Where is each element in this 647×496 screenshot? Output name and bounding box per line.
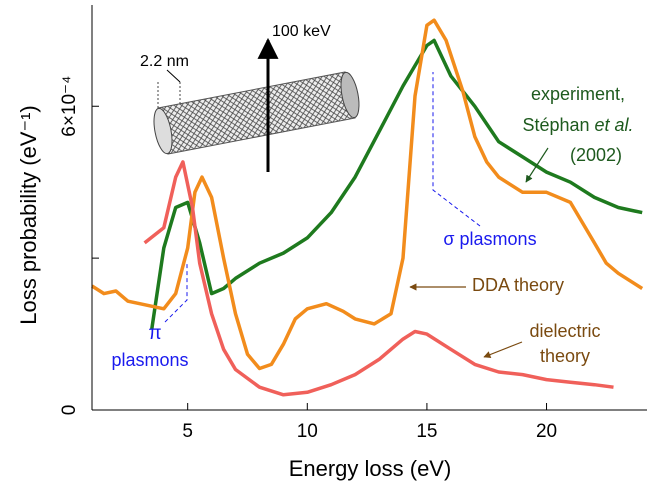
pi-label: plasmons (111, 350, 188, 370)
nanotube-inset (153, 37, 360, 172)
x-axis-title: Energy loss (eV) (289, 456, 452, 481)
dda-label: DDA theory (472, 275, 564, 295)
series-line (143, 160, 614, 397)
series-line (150, 38, 643, 330)
et-al: et al. (595, 115, 634, 135)
y-axis-title: Loss probability (eV⁻¹) (16, 105, 41, 324)
sigma-leader (432, 72, 481, 227)
diameter-label: 2.2 nm (140, 53, 189, 70)
sigma-label: σ plasmons (443, 229, 536, 249)
author: Stéphan (522, 115, 594, 135)
y-tick-label: 0 (59, 405, 80, 416)
beam-label: 100 keV (272, 23, 331, 40)
experiment-year: (2002) (570, 145, 622, 165)
pi-leader (164, 262, 188, 323)
pi-label: π (148, 323, 161, 344)
experiment-label: experiment, (531, 84, 625, 104)
y-tick-label: 6×10⁻⁴ (59, 76, 80, 137)
dielectric-label: theory (540, 346, 590, 366)
pointer (483, 341, 523, 358)
x-tick-label: 5 (182, 421, 193, 442)
x-tick-label: 10 (297, 421, 318, 442)
experiment-label: Stéphan et al. (522, 115, 633, 135)
x-tick-label: 20 (536, 421, 557, 442)
dielectric-label: dielectric (529, 321, 600, 341)
series-line (91, 18, 644, 371)
pointer (525, 147, 549, 183)
x-tick-label: 15 (416, 421, 437, 442)
